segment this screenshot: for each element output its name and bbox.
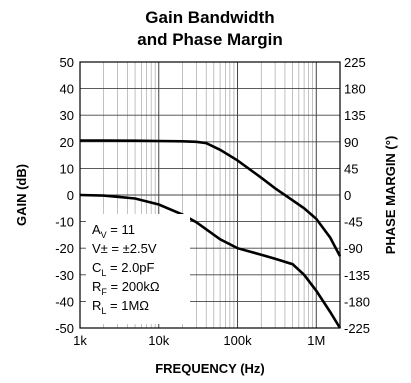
y-tick-label: -40 xyxy=(55,294,74,309)
grid-lines xyxy=(79,61,341,329)
x-axis-label: FREQUENCY (Hz) xyxy=(155,361,265,376)
y2-tick-label: -45 xyxy=(344,215,363,230)
y2-tick-label: -180 xyxy=(344,294,370,309)
y-tick-label: 50 xyxy=(60,55,74,70)
y2-tick-label: 180 xyxy=(344,82,366,97)
y-tick-labels: 50 40 30 20 10 0 -10 -20 -30 -40 -50 xyxy=(55,55,74,336)
x-tick-label: 10k xyxy=(148,333,169,348)
annotation-cl-rest: = 2.0pF xyxy=(106,260,154,275)
annotation-rl-sub: L xyxy=(101,306,106,316)
chart-title-line1: Gain Bandwidth xyxy=(145,8,274,27)
chart-title-line2: and Phase Margin xyxy=(137,30,282,49)
annotation-rf-rest: = 200kΩ xyxy=(107,279,160,294)
y-tick-label: -50 xyxy=(55,321,74,336)
annotation-cl: CL = 2.0pF xyxy=(92,260,155,278)
y2-tick-label: -135 xyxy=(344,268,370,283)
x-tick-labels: 1k 10k 100k 1M xyxy=(73,333,325,348)
annotation-vs: V± = ±2.5V xyxy=(92,241,157,256)
y-tick-label: 10 xyxy=(60,161,74,176)
y2-tick-label: 225 xyxy=(344,55,366,70)
y-tick-label: -20 xyxy=(55,241,74,256)
annotation-rf-main: R xyxy=(92,279,101,294)
y2-tick-label: 90 xyxy=(344,135,358,150)
annotation-cl-main: C xyxy=(92,260,101,275)
y2-axis-label: PHASE MARGIN (°) xyxy=(383,136,398,255)
y2-tick-label: -90 xyxy=(344,241,363,256)
y-tick-label: 30 xyxy=(60,108,74,123)
gain-curve xyxy=(80,139,342,257)
annotation-rf: RF = 200kΩ xyxy=(92,279,160,297)
y2-tick-label: 0 xyxy=(344,188,351,203)
y2-tick-labels: 225 180 135 90 45 0 -45 -90 -135 -180 -225 xyxy=(344,55,370,336)
y-tick-label: -10 xyxy=(55,215,74,230)
annotation-rf-sub: F xyxy=(101,287,107,297)
annotation-rl-main: R xyxy=(92,298,101,313)
y2-tick-label: -225 xyxy=(344,321,370,336)
y-tick-label: 40 xyxy=(60,82,74,97)
y-tick-label: 20 xyxy=(60,135,74,150)
annotation-rl: RL = 1MΩ xyxy=(92,298,149,316)
annotation-av-main: A xyxy=(92,222,101,237)
annotation-av: AV = 11 xyxy=(92,222,135,240)
x-tick-label: 100k xyxy=(223,333,252,348)
annotation-av-rest: = 11 xyxy=(107,222,135,237)
y2-tick-label: 135 xyxy=(344,108,366,123)
annotation-rl-rest: = 1MΩ xyxy=(106,298,149,313)
annotation-box xyxy=(86,214,190,324)
x-tick-label: 1k xyxy=(73,333,87,348)
y-tick-label: -30 xyxy=(55,268,74,283)
x-tick-label: 1M xyxy=(307,333,325,348)
annotation-av-sub: V xyxy=(101,230,107,240)
y2-tick-label: 45 xyxy=(344,161,358,176)
phase-margin-curve xyxy=(79,193,342,329)
y-axis-label: GAIN (dB) xyxy=(14,164,29,226)
annotation-cl-sub: L xyxy=(101,268,106,278)
y-tick-label: 0 xyxy=(67,188,74,203)
